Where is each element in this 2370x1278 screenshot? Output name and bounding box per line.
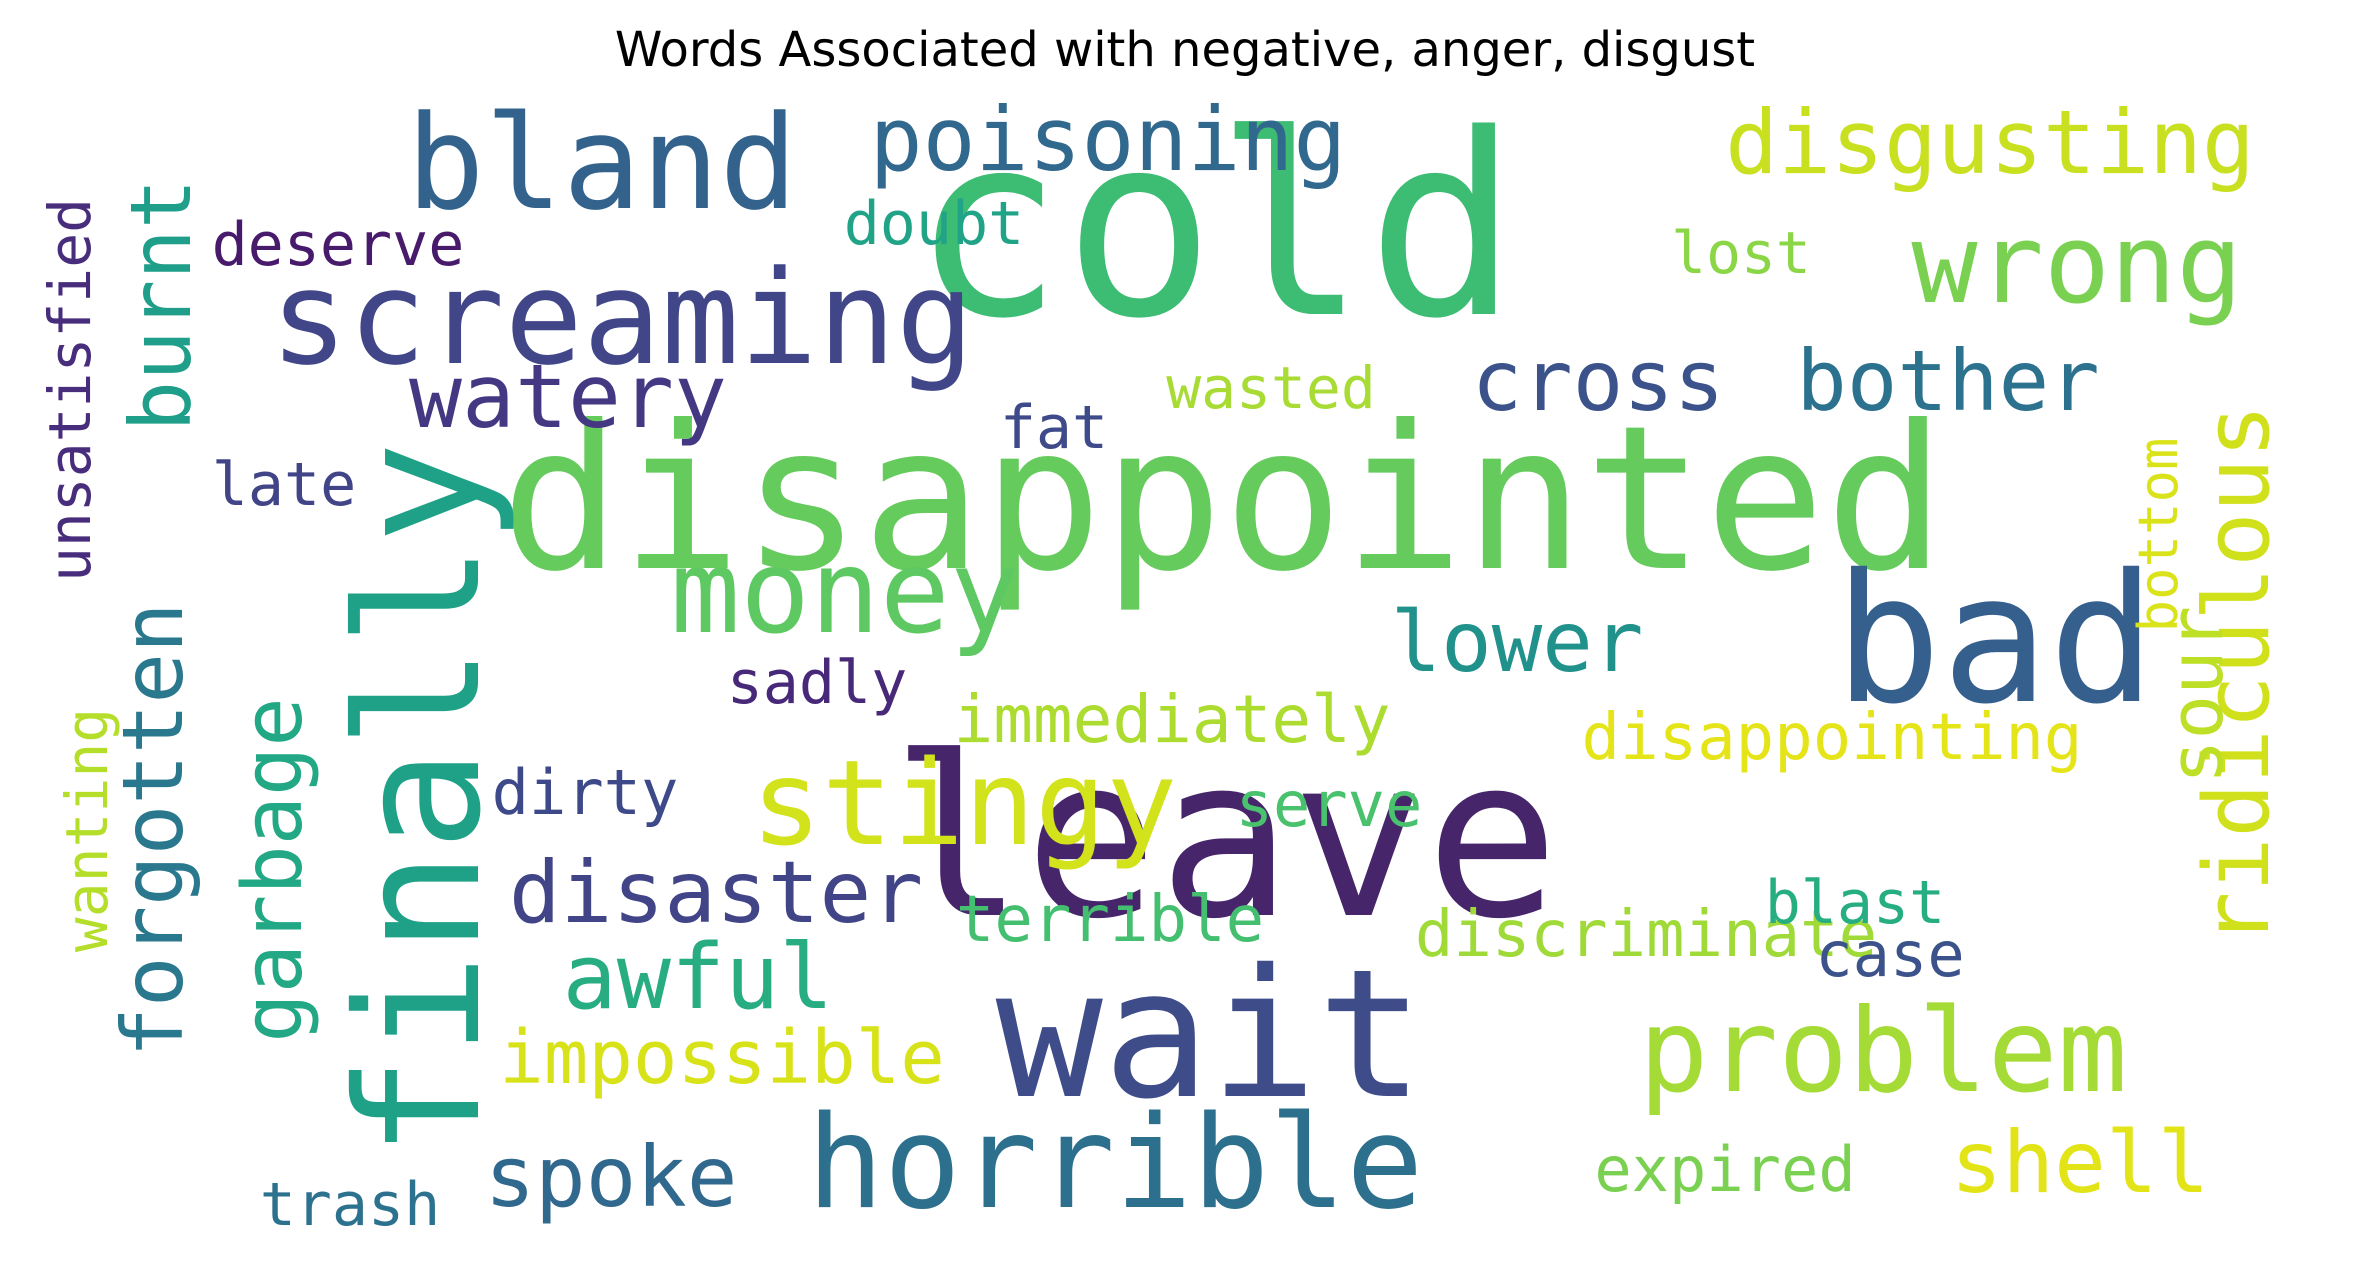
word-wanting: wanting (53, 707, 121, 953)
word-cold: cold (911, 81, 1519, 374)
word-late: late (211, 450, 357, 520)
word-disgusting: disgusting (1725, 91, 2255, 194)
word-trash: trash (259, 1170, 441, 1240)
word-stingy: stingy (750, 734, 1178, 872)
chart-title: Words Associated with negative, anger, d… (614, 22, 1756, 78)
word-horrible: horrible (806, 1089, 1424, 1238)
word-shell: shell (1950, 1113, 2210, 1213)
word-wait: wait (995, 931, 1425, 1138)
word-discriminate: discriminate (1414, 898, 1878, 972)
word-burnt: burnt (112, 178, 210, 432)
word-case: case (1815, 918, 1965, 991)
word-deserve: deserve (211, 210, 465, 280)
word-lost: lost (1671, 219, 1811, 287)
word-disappointing: disappointing (1581, 701, 2083, 775)
word-bottom: bottom (2127, 437, 2190, 633)
word-sadly: sadly (726, 648, 908, 718)
word-wrong: wrong (1911, 200, 2243, 328)
word-garbage: garbage (226, 697, 321, 1043)
word-dirty: dirty (491, 756, 679, 829)
word-sour: sour (2154, 605, 2240, 785)
word-watery: watery (409, 345, 727, 448)
word-serve: serve (1235, 768, 1423, 841)
word-unsatisfied: unsatisfied (36, 197, 104, 583)
word-expired: expired (1594, 1133, 1856, 1206)
word-poisoning: poisoning (869, 88, 1347, 191)
word-blast: blast (1764, 868, 1946, 938)
word-lower: lower (1390, 593, 1644, 691)
word-doubt: doubt (843, 189, 1025, 259)
word-impossible: impossible (499, 1015, 945, 1101)
word-wasted: wasted (1166, 354, 1376, 422)
word-terrible: terrible (955, 883, 1265, 957)
word-cross: cross (1471, 332, 1725, 430)
word-spoke: spoke (484, 1128, 738, 1226)
word-disaster: disaster (508, 843, 924, 943)
word-forgotten: forgotten (104, 602, 202, 1058)
word-money: money (670, 525, 1020, 660)
word-bad: bad (1834, 536, 2156, 743)
word-finally: finally (321, 441, 519, 1159)
word-bland: bland (406, 87, 798, 239)
word-screaming: screaming (269, 242, 975, 394)
word-awful: awful (562, 925, 834, 1030)
word-problem: problem (1638, 984, 2128, 1119)
word-leave: leave (890, 710, 1560, 968)
word-disappointed: disappointed (500, 383, 1946, 616)
word-bother: bother (1796, 332, 2100, 430)
word-fat: fat (999, 393, 1109, 463)
word-immediately: immediately (953, 681, 1391, 758)
